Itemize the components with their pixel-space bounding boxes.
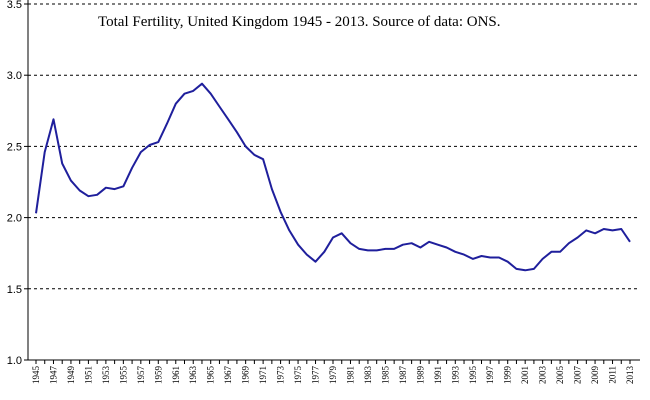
y-tick-label: 2.5 [7, 141, 22, 153]
y-tick-label: 2.0 [7, 213, 22, 225]
x-tick-label: 1949 [66, 366, 76, 385]
series-line-total-fertility [35, 82, 631, 272]
x-tick-label: 2007 [573, 366, 583, 385]
x-tick-label: 1967 [223, 366, 233, 385]
x-tick-label: 1973 [276, 366, 286, 385]
y-tick-label: 1.0 [7, 355, 22, 367]
x-tick-label: 2003 [538, 366, 548, 385]
y-axis-ticks: 1.0 1.5 2.0 2.5 3.0 3.5 [7, 0, 28, 367]
chart-title: Total Fertility, United Kingdom 1945 - 2… [98, 14, 501, 30]
x-tick-label: 1969 [241, 366, 251, 385]
x-tick-label: 1975 [293, 366, 303, 385]
axes [27, 0, 640, 361]
x-tick-label: 1955 [118, 366, 128, 385]
x-tick-label: 1997 [485, 366, 495, 385]
x-tick-label: 2001 [520, 366, 530, 384]
y-tick-label: 3.0 [7, 70, 22, 82]
x-tick-label: 1947 [48, 366, 58, 385]
x-tick-label: 1993 [450, 366, 460, 385]
x-tick-label: 1963 [188, 366, 198, 385]
x-tick-label: 1957 [136, 366, 146, 385]
x-tick-label: 2009 [590, 366, 600, 385]
x-tick-label: 2013 [625, 366, 635, 385]
x-tick-label: 1977 [311, 366, 321, 385]
gridlines [28, 3, 640, 290]
y-tick-label: 3.5 [7, 0, 22, 11]
y-tick-label: 1.5 [7, 284, 22, 296]
x-tick-label: 1995 [468, 366, 478, 385]
x-tick-label: 1945 [31, 366, 41, 385]
x-tick-label: 1979 [328, 366, 338, 385]
x-tick-label: 1961 [171, 366, 181, 384]
x-tick-label: 1991 [433, 366, 443, 384]
x-tick-label: 1981 [345, 366, 355, 384]
x-tick-label: 1985 [380, 366, 390, 385]
x-axis-ticks: 1945 1947 1949 1951 1953 1955 1957 1959 1961 1963… [31, 360, 635, 384]
x-tick-label: 1989 [415, 366, 425, 385]
x-tick-label: 2005 [555, 366, 565, 385]
x-tick-label: 1983 [363, 366, 373, 385]
x-tick-label: 1987 [398, 366, 408, 385]
x-tick-label: 1953 [101, 366, 111, 385]
x-tick-label: 1951 [83, 366, 93, 384]
x-tick-label: 1965 [206, 366, 216, 385]
x-tick-label: 2011 [608, 366, 618, 384]
x-tick-label: 1971 [258, 366, 268, 384]
x-tick-label: 1999 [503, 366, 513, 385]
x-tick-label: 1959 [153, 366, 163, 385]
